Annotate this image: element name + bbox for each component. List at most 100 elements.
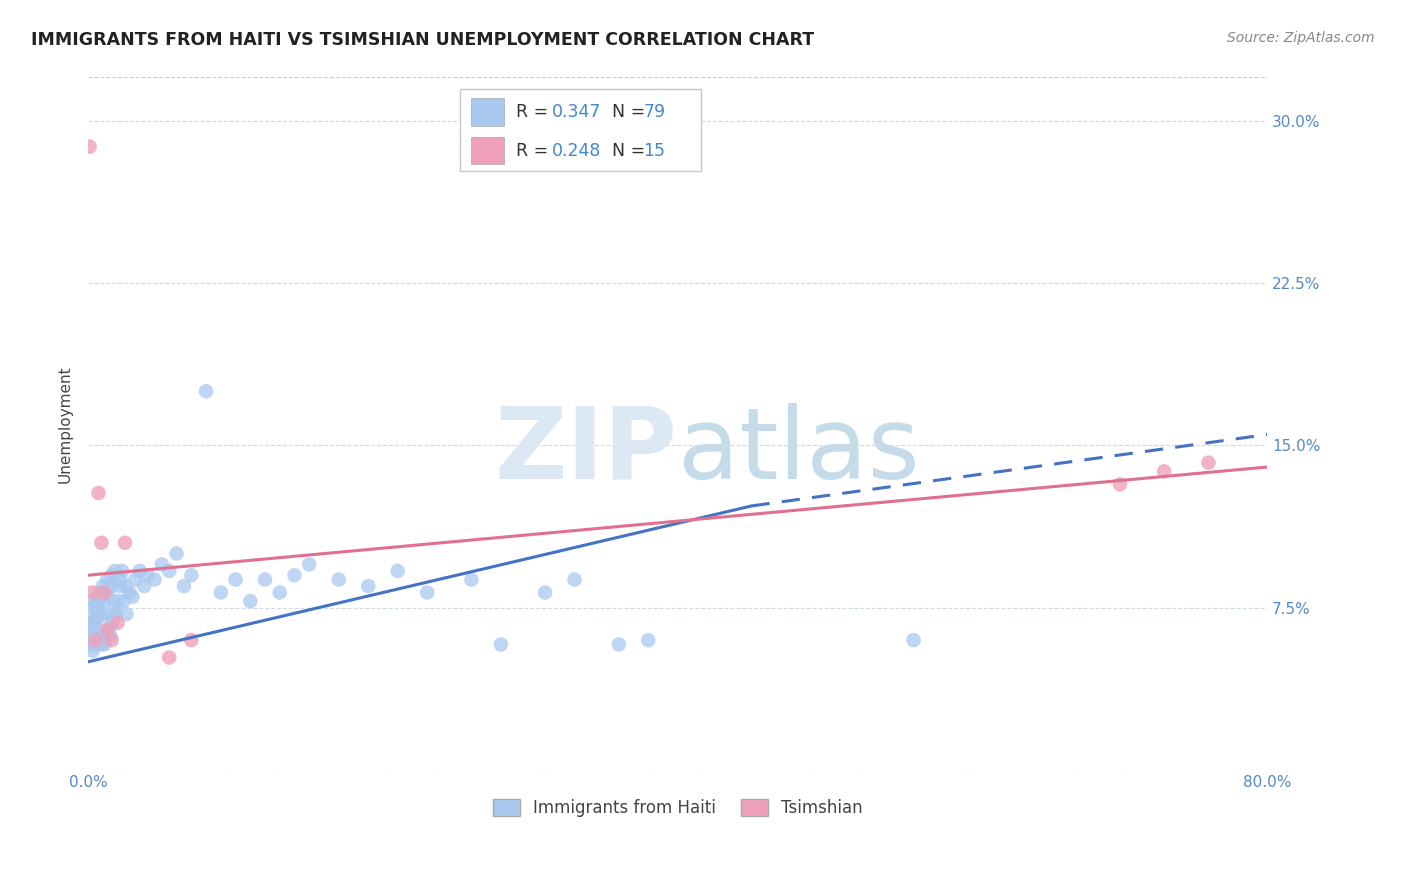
Point <box>82 623 104 637</box>
Point <box>100 615 122 630</box>
Point <box>460 573 482 587</box>
Point <box>93 638 115 652</box>
Point <box>87 626 110 640</box>
Point <box>104 600 127 615</box>
Point <box>83 594 105 608</box>
Point <box>105 607 128 622</box>
Point <box>180 633 202 648</box>
Point <box>104 564 127 578</box>
Point <box>87 600 110 615</box>
Point <box>89 585 111 599</box>
Point <box>96 623 118 637</box>
Text: 79: 79 <box>644 103 665 121</box>
Point <box>111 564 134 578</box>
Point <box>195 384 218 399</box>
Text: 0.248: 0.248 <box>551 142 600 160</box>
Point <box>157 564 180 578</box>
Point <box>84 633 107 648</box>
Text: R =: R = <box>516 103 554 121</box>
Point <box>1109 477 1132 491</box>
Point <box>564 573 586 587</box>
Point <box>489 638 512 652</box>
Point <box>82 585 104 599</box>
Point <box>114 579 136 593</box>
FancyBboxPatch shape <box>471 98 505 126</box>
Point <box>86 611 108 625</box>
Point <box>253 573 276 587</box>
Point <box>134 579 156 593</box>
Text: 0.347: 0.347 <box>551 103 600 121</box>
Point <box>86 633 108 648</box>
Legend: Immigrants from Haiti, Tsimshian: Immigrants from Haiti, Tsimshian <box>486 792 869 824</box>
Point <box>157 650 180 665</box>
Point <box>90 535 112 549</box>
Point <box>87 486 110 500</box>
Text: 15: 15 <box>644 142 665 160</box>
FancyBboxPatch shape <box>460 89 702 171</box>
Text: atlas: atlas <box>678 403 920 500</box>
Point <box>209 585 232 599</box>
Point <box>79 638 101 652</box>
Point <box>94 585 117 599</box>
Point <box>90 638 112 652</box>
Point <box>98 579 121 593</box>
Y-axis label: Unemployment: Unemployment <box>58 365 72 483</box>
Point <box>90 590 112 604</box>
Point <box>607 638 630 652</box>
Point <box>225 573 247 587</box>
Point <box>84 600 107 615</box>
Point <box>89 633 111 648</box>
Point <box>107 615 129 630</box>
Point <box>416 585 439 599</box>
Point <box>637 633 659 648</box>
Point <box>96 629 118 643</box>
Point <box>97 590 120 604</box>
Point <box>84 615 107 630</box>
Point <box>269 585 291 599</box>
Point <box>93 594 115 608</box>
Point <box>97 623 120 637</box>
Point <box>534 585 557 599</box>
Text: ZIP: ZIP <box>495 403 678 500</box>
Point <box>82 644 104 658</box>
Point <box>114 535 136 549</box>
Point <box>239 594 262 608</box>
Point <box>98 629 121 643</box>
Point <box>96 573 118 587</box>
Point <box>180 568 202 582</box>
Point <box>357 579 380 593</box>
Point <box>173 579 195 593</box>
Point <box>94 633 117 648</box>
Point <box>83 633 105 648</box>
Point <box>110 573 132 587</box>
Point <box>328 573 350 587</box>
Point <box>118 585 141 599</box>
Point <box>143 573 166 587</box>
Point <box>112 594 135 608</box>
Point <box>91 607 114 622</box>
Point <box>80 629 103 643</box>
Point <box>166 547 188 561</box>
Point <box>124 573 146 587</box>
Point <box>128 564 150 578</box>
Point <box>283 568 305 582</box>
Point <box>83 611 105 625</box>
Point <box>91 579 114 593</box>
Point <box>115 607 138 622</box>
Point <box>100 568 122 582</box>
FancyBboxPatch shape <box>471 136 505 164</box>
Point <box>100 633 122 648</box>
Text: N =: N = <box>602 142 651 160</box>
Point <box>79 139 101 153</box>
Point <box>91 629 114 643</box>
Point <box>136 568 159 582</box>
Point <box>80 615 103 630</box>
Point <box>121 590 143 604</box>
Point <box>82 600 104 615</box>
Text: IMMIGRANTS FROM HAITI VS TSIMSHIAN UNEMPLOYMENT CORRELATION CHART: IMMIGRANTS FROM HAITI VS TSIMSHIAN UNEMP… <box>31 31 814 49</box>
Point <box>103 611 125 625</box>
Point <box>387 564 409 578</box>
Point <box>84 638 107 652</box>
Point <box>107 594 129 608</box>
Point <box>150 558 173 572</box>
